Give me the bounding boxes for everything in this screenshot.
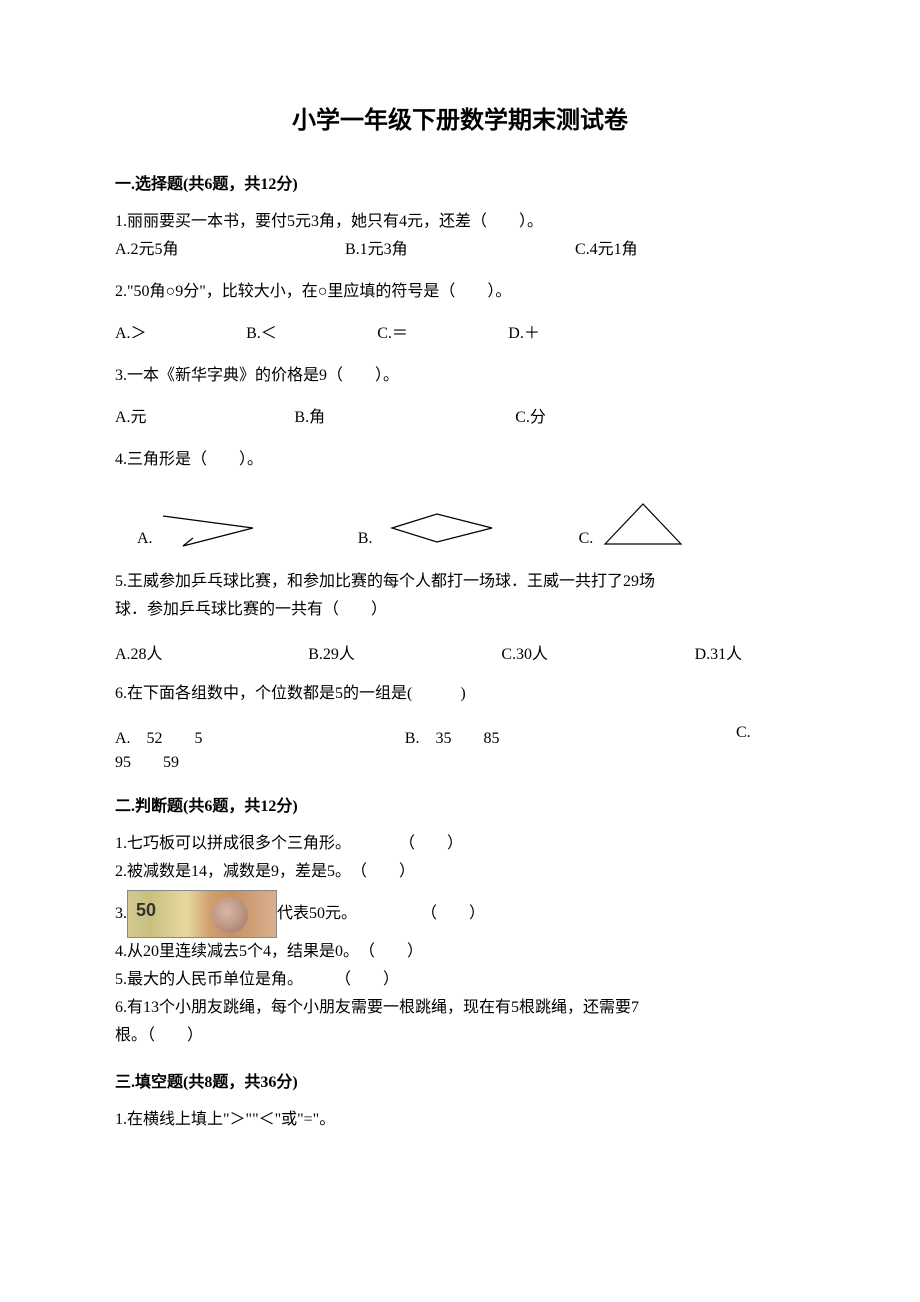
rhombus-shape-icon [372,508,502,548]
q1-text: 1.丽丽要买一本书，要付5元3角，她只有4元，还差（ ）。 [115,210,805,234]
q2-opt-c: C.＝ [377,322,508,346]
q1-opt-b: B.1元3角 [345,238,575,262]
q2-options: A.＞ B.＜ C.＝ D.＋ [115,322,805,346]
judge-q5: 5.最大的人民币单位是角。 （ ） [115,968,805,992]
judge-q2: 2.被减数是14，减数是9，差是5。 （ ） [115,860,805,884]
q6-opt-a: A. 52 5 [115,724,405,748]
section-1-header: 一.选择题(共6题，共12分) [115,170,805,194]
q6-opt-b: B. 35 85 [405,724,736,748]
q4-text: 4.三角形是（ ）。 [115,448,805,472]
q3-opt-b: B.角 [294,406,515,430]
q5-opt-b: B.29人 [308,640,501,664]
q4-opt-b-label: B. [358,530,373,548]
money-50-yuan-icon [127,890,277,938]
q2-opt-b: B.＜ [246,322,377,346]
q1-opt-c: C.4元1角 [575,238,805,262]
q4-opt-a-label: A. [137,530,153,548]
q2-text: 2."50角○9分"，比较大小，在○里应填的符号是（ ）。 [115,280,805,304]
q5-text-line2: 球．参加乒乓球比赛的一共有（ ） [115,598,805,622]
judge-q3-pre: 3. [115,902,127,927]
judge-q4: 4.从20里连续减去5个4，结果是0。 （ ） [115,940,805,964]
q1-opt-a: A.2元5角 [115,238,345,262]
q2-opt-a: A.＞ [115,322,246,346]
q6-line2: 95 59 [115,748,805,772]
fill-q1: 1.在横线上填上"＞""＜"或"="。 [115,1108,805,1132]
q5-text-line1: 5.王威参加乒乓球比赛，和参加比赛的每个人都打一场球．王威一共打了29场 [115,570,805,594]
triangle-shape-icon [593,500,693,548]
judge-q3-post: 代表50元。 （ ） [277,902,485,927]
q3-options: A.元 B.角 C.分 [115,406,805,430]
q5-opt-a: A.28人 [115,640,308,664]
q6-opt-c: C. [736,724,805,748]
q4-opt-c-label: C. [579,530,594,548]
section-3-header: 三.填空题(共8题，共36分) [115,1068,805,1092]
q3-text: 3.一本《新华字典》的价格是9（ ）。 [115,364,805,388]
judge-q6-line1: 6.有13个小朋友跳绳，每个小朋友需要一根跳绳，现在有5根跳绳，还需要7 [115,996,805,1020]
q4-options: A. B. C. [115,500,805,548]
q3-opt-c: C.分 [515,406,694,430]
judge-q6-line2: 根。（ ） [115,1024,805,1048]
section-2-header: 二.判断题(共6题，共12分) [115,792,805,816]
judge-q1: 1.七巧板可以拼成很多个三角形。 （ ） [115,832,805,856]
page-title: 小学一年级下册数学期末测试卷 [115,100,805,135]
q2-opt-d: D.＋ [508,322,639,346]
q1-options: A.2元5角 B.1元3角 C.4元1角 [115,238,805,262]
q5-options: A.28人 B.29人 C.30人 D.31人 [115,640,805,664]
judge-q3: 3. 代表50元。 （ ） [115,888,805,940]
angle-shape-icon [153,508,263,548]
q3-opt-a: A.元 [115,406,294,430]
q6-options: A. 52 5 B. 35 85 C. 95 59 [115,724,805,772]
q5-opt-d: D.31人 [695,640,805,664]
q5-opt-c: C.30人 [501,640,694,664]
q6-text: 6.在下面各组数中，个位数都是5的一组是( ) [115,682,805,706]
